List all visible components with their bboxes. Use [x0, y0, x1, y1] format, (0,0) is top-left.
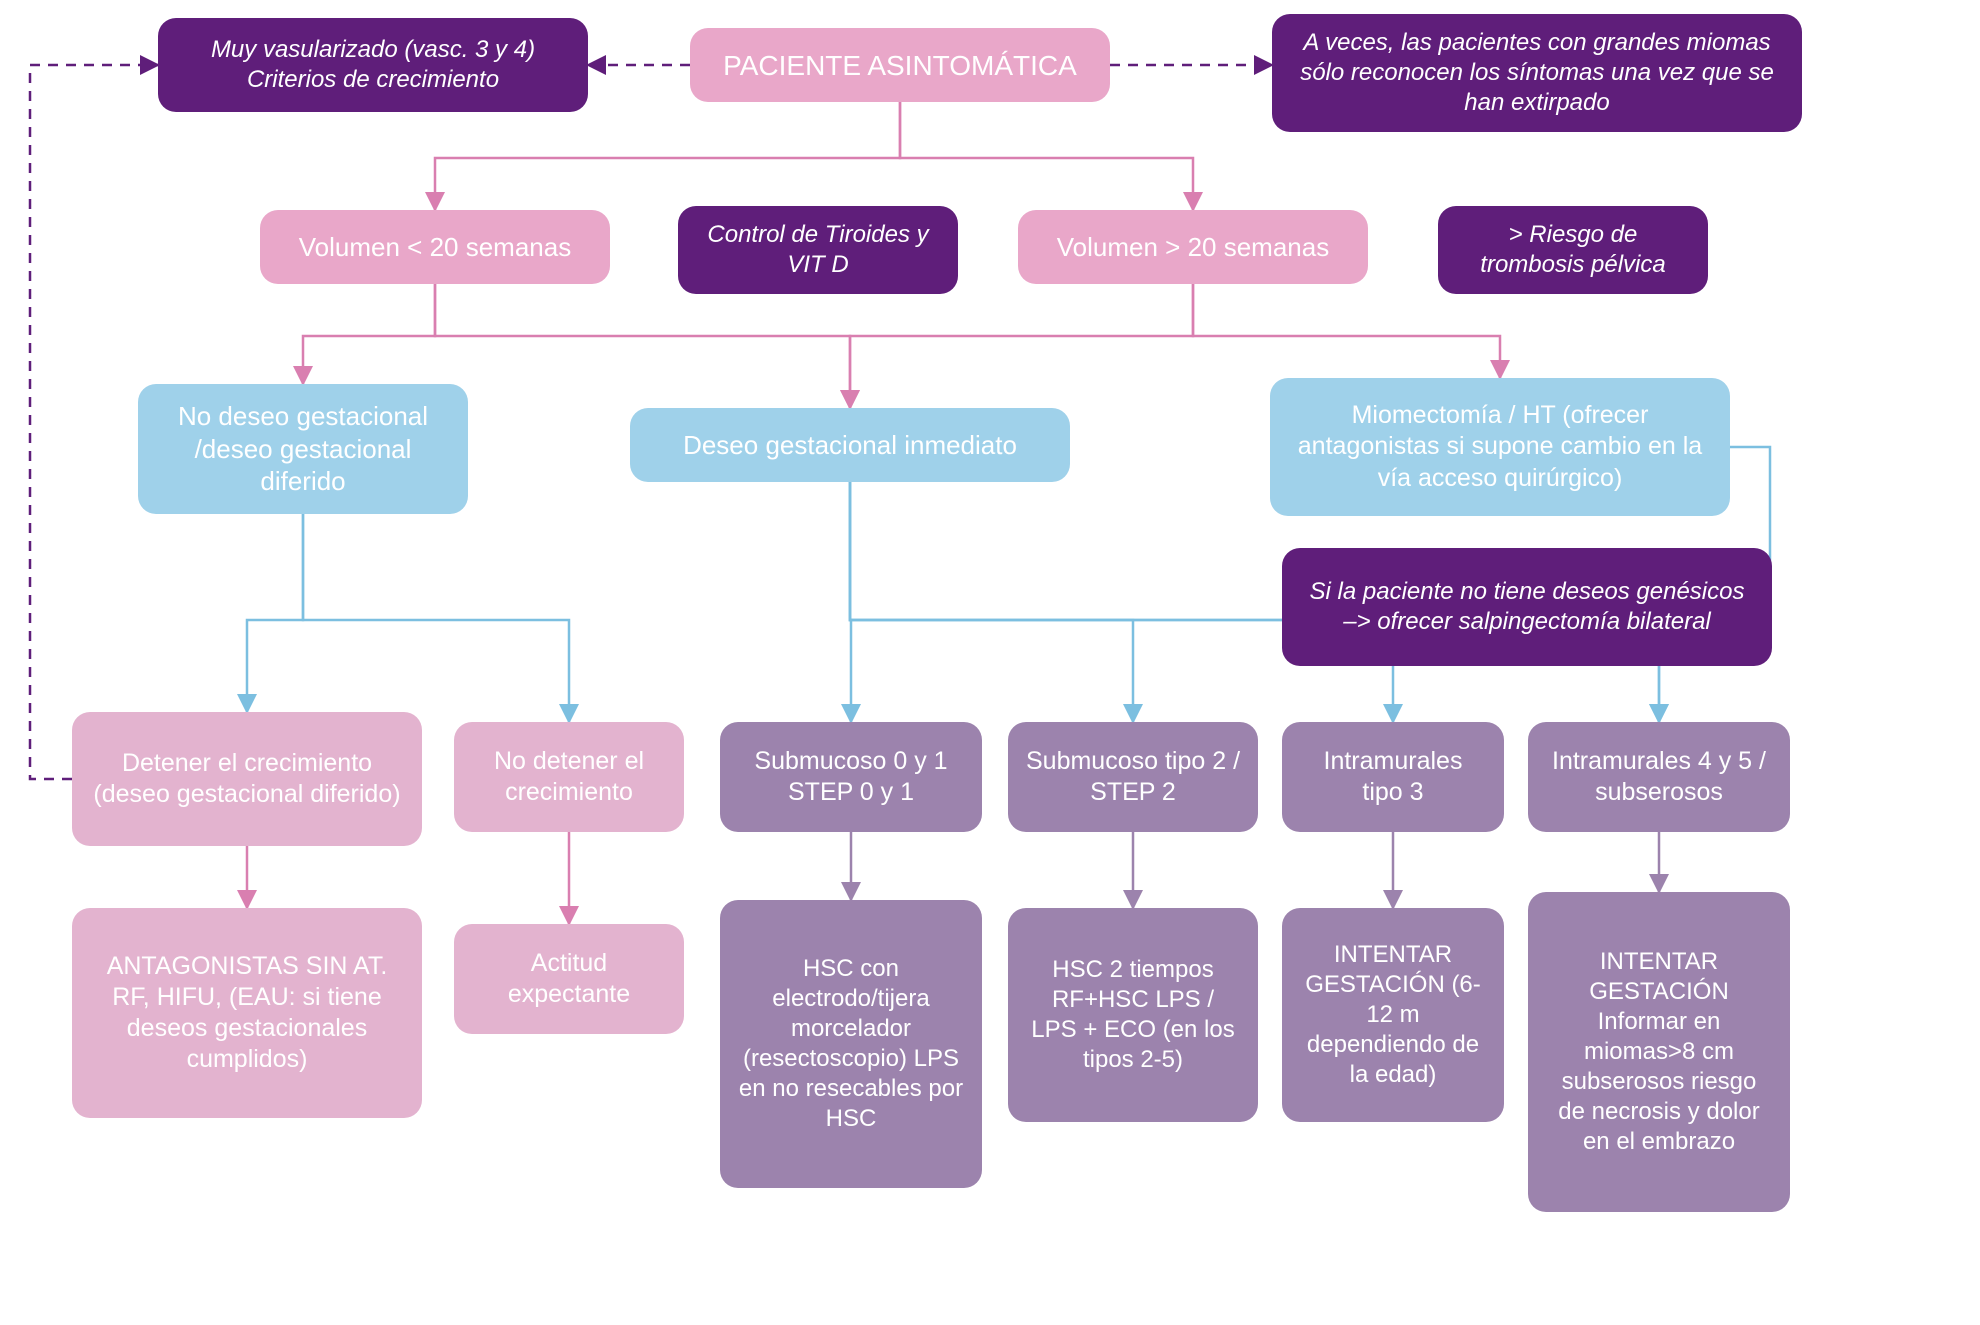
edge-title-to-vol_gt20 [900, 102, 1193, 210]
edge-vol_lt20-to-no_deseo [303, 284, 435, 384]
edge-deseo_inm-to-sub2 [850, 482, 1133, 722]
edge-no_deseo-to-detener [247, 514, 303, 712]
node-label: Miomectomía / HT (ofrecer antagonistas s… [1288, 400, 1712, 494]
edge-vol_gt20-to-deseo_inm [850, 284, 1193, 408]
node-label: Deseo gestacional inmediato [683, 429, 1017, 462]
node-label: Control de Tiroides y VIT D [696, 220, 940, 280]
node-intra3: Intramurales tipo 3 [1282, 722, 1504, 832]
node-intra45: Intramurales 4 y 5 / subserosos [1528, 722, 1790, 832]
node-antag: ANTAGONISTAS SIN AT. RF, HIFU, (EAU: si … [72, 908, 422, 1118]
edge-title-to-vol_lt20 [435, 102, 900, 210]
node-label: ANTAGONISTAS SIN AT. RF, HIFU, (EAU: si … [90, 951, 404, 1076]
node-label: Detener el crecimiento (deseo gestaciona… [90, 748, 404, 811]
node-note_tromb: > Riesgo de trombosis pélvica [1438, 206, 1708, 294]
node-no_detener: No detener el crecimiento [454, 722, 684, 832]
node-no_deseo: No deseo gestacional /deseo gestacional … [138, 384, 468, 514]
node-note_sint: A veces, las pacientes con grandes mioma… [1272, 14, 1802, 132]
node-title: PACIENTE ASINTOMÁTICA [690, 28, 1110, 102]
edge-deseo_inm-to-sub01 [850, 482, 851, 722]
node-label: INTENTAR GESTACIÓN (6-12 m dependiendo d… [1300, 940, 1486, 1090]
node-vol_gt20: Volumen > 20 semanas [1018, 210, 1368, 284]
edge-vol_lt20-to-deseo_inm [435, 284, 850, 408]
node-label: HSC con electrodo/tijera morcelador (res… [738, 954, 964, 1134]
node-label: Muy vasularizado (vasc. 3 y 4) Criterios… [176, 35, 570, 95]
edge-no_deseo-to-no_detener [303, 514, 569, 722]
node-label: Submucoso 0 y 1 STEP 0 y 1 [738, 746, 964, 809]
node-label: No deseo gestacional /deseo gestacional … [156, 400, 450, 498]
node-expectante: Actitud expectante [454, 924, 684, 1034]
node-label: Submucoso tipo 2 / STEP 2 [1026, 746, 1240, 809]
node-note_tiroides: Control de Tiroides y VIT D [678, 206, 958, 294]
node-label: > Riesgo de trombosis pélvica [1456, 220, 1690, 280]
node-label: Volumen < 20 semanas [299, 231, 571, 264]
node-gest_inf: INTENTAR GESTACIÓN Informar en miomas>8 … [1528, 892, 1790, 1212]
node-label: No detener el crecimiento [472, 746, 666, 809]
node-label: Volumen > 20 semanas [1057, 231, 1329, 264]
node-label: Intramurales 4 y 5 / subserosos [1546, 746, 1772, 809]
node-vol_lt20: Volumen < 20 semanas [260, 210, 610, 284]
node-miomect: Miomectomía / HT (ofrecer antagonistas s… [1270, 378, 1730, 516]
node-label: Intramurales tipo 3 [1300, 746, 1486, 809]
node-label: Si la paciente no tiene deseos genésicos… [1300, 577, 1754, 637]
node-deseo_inm: Deseo gestacional inmediato [630, 408, 1070, 482]
node-note_vasc: Muy vasularizado (vasc. 3 y 4) Criterios… [158, 18, 588, 112]
edge-vol_gt20-to-miomect [1193, 284, 1500, 378]
node-detener: Detener el crecimiento (deseo gestaciona… [72, 712, 422, 846]
node-sub2: Submucoso tipo 2 / STEP 2 [1008, 722, 1258, 832]
node-hsc_2t: HSC 2 tiempos RF+HSC LPS / LPS + ECO (en… [1008, 908, 1258, 1122]
node-note_salp: Si la paciente no tiene deseos genésicos… [1282, 548, 1772, 666]
node-label: Actitud expectante [472, 948, 666, 1011]
node-gest612: INTENTAR GESTACIÓN (6-12 m dependiendo d… [1282, 908, 1504, 1122]
node-label: INTENTAR GESTACIÓN Informar en miomas>8 … [1546, 947, 1772, 1157]
node-label: HSC 2 tiempos RF+HSC LPS / LPS + ECO (en… [1026, 955, 1240, 1075]
node-label: PACIENTE ASINTOMÁTICA [723, 48, 1077, 83]
node-hsc_elect: HSC con electrodo/tijera morcelador (res… [720, 900, 982, 1188]
node-label: A veces, las pacientes con grandes mioma… [1290, 28, 1784, 118]
node-sub01: Submucoso 0 y 1 STEP 0 y 1 [720, 722, 982, 832]
